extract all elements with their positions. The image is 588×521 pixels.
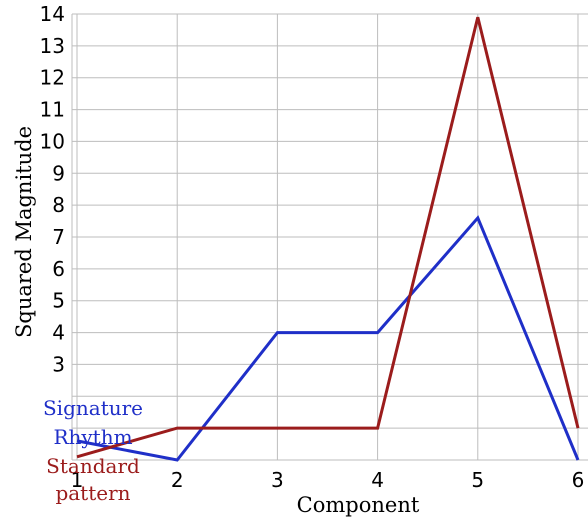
y-tick-label: 3 bbox=[52, 352, 65, 376]
x-axis-title: Component bbox=[297, 493, 420, 517]
y-axis-title: Squared Magnitude bbox=[12, 126, 36, 338]
y-tick-label: 6 bbox=[52, 257, 65, 281]
legend: Signature Rhythm Standard pattern bbox=[43, 396, 143, 505]
series-line-1 bbox=[76, 215, 580, 462]
x-tick-label: 5 bbox=[471, 468, 484, 492]
x-tick-label: 3 bbox=[271, 468, 284, 492]
y-tick-label: 11 bbox=[40, 98, 65, 122]
legend-label: Standard bbox=[46, 454, 140, 478]
y-tick-label: 13 bbox=[40, 34, 65, 58]
x-tick-labels: 1 2 3 4 5 6 bbox=[71, 468, 585, 492]
legend-label: pattern bbox=[55, 481, 130, 505]
series-lines bbox=[76, 16, 580, 462]
x-tick-label: 6 bbox=[572, 468, 585, 492]
y-tick-labels: 3 4 5 6 7 8 9 10 11 12 13 14 bbox=[40, 2, 65, 376]
legend-label: Signature bbox=[43, 396, 143, 420]
y-tick-label: 14 bbox=[40, 2, 65, 26]
y-tick-label: 4 bbox=[52, 321, 65, 345]
y-tick-label: 8 bbox=[52, 193, 65, 217]
y-tick-label: 7 bbox=[52, 225, 65, 249]
y-tick-label: 10 bbox=[40, 129, 65, 153]
y-tick-label: 9 bbox=[52, 161, 65, 185]
legend-label: Rhythm bbox=[53, 425, 132, 449]
x-tick-label: 1 bbox=[71, 468, 84, 492]
x-tick-label: 2 bbox=[171, 468, 184, 492]
grid bbox=[71, 13, 588, 461]
y-tick-label: 5 bbox=[52, 289, 65, 313]
y-tick-label: 12 bbox=[40, 66, 65, 90]
x-tick-label: 4 bbox=[371, 468, 384, 492]
series-line-2 bbox=[76, 16, 580, 459]
